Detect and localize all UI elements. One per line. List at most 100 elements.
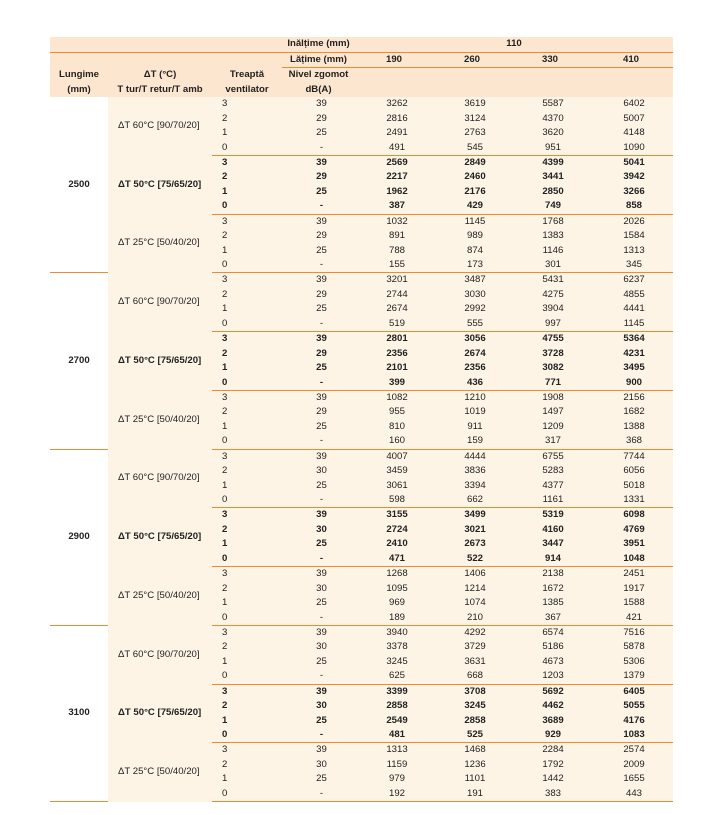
- power-410-cell: 3266: [589, 184, 674, 200]
- table-row: 2 29 2217 2460 3441 3942: [50, 170, 674, 185]
- fan-speed-cell: 3: [212, 742, 282, 758]
- power-260-cell: 668: [433, 669, 511, 685]
- power-410-cell: 7744: [589, 449, 674, 464]
- power-410-cell: 6056: [589, 463, 674, 479]
- power-190-cell: 3459: [355, 463, 433, 479]
- table-row: 2 30 3459 3836 5283 6056: [50, 463, 674, 479]
- power-330-cell: 997: [511, 316, 589, 332]
- power-410-cell: 368: [589, 434, 674, 450]
- power-260-cell: 2763: [433, 125, 511, 141]
- power-190-cell: 1082: [355, 390, 433, 406]
- noise-level-cell: 25: [282, 654, 355, 670]
- power-410-cell: 6402: [589, 97, 674, 112]
- delta-t-cell: ΔT 25°C [50/40/20]: [108, 390, 212, 449]
- fan-speed-cell: 0: [212, 199, 282, 215]
- fan-speed-cell: 0: [212, 434, 282, 450]
- power-260-cell: 1145: [433, 214, 511, 229]
- power-260-cell: 3499: [433, 507, 511, 523]
- noise-level-cell: -: [282, 669, 355, 685]
- power-260-cell: 210: [433, 610, 511, 626]
- table-row: 2500 ΔT 60°C [90/70/20] 3 39 3262 3619 5587 640…: [50, 97, 674, 274]
- fan-speed-cell: 2: [212, 698, 282, 714]
- power-330-cell: 914: [511, 551, 589, 567]
- power-410-cell: 5306: [589, 654, 674, 670]
- power-260-cell: 911: [433, 419, 511, 435]
- table-row: 1 25 3245 3631 4673 5306: [50, 654, 674, 670]
- table-row: ΔT 50°C [75/65/20] 3 39 2569 2849 4399 5041: [50, 155, 674, 214]
- fan-speed-cell: 2: [212, 346, 282, 361]
- noise-level-cell: 25: [282, 713, 355, 728]
- power-330-cell: 383: [511, 786, 589, 802]
- table-row: 0-387 429 749 858: [50, 199, 674, 215]
- power-330-cell: 749: [511, 199, 589, 215]
- fan-speed-cell: 3: [212, 331, 282, 347]
- noise-level-cell: 25: [282, 478, 355, 493]
- performance-table: Inălțime (mm) 110 Lățime (mm) 190 260 33…: [50, 37, 674, 803]
- power-190-cell: 598: [355, 492, 433, 509]
- noise-level-cell: -: [282, 257, 355, 274]
- fan-speed-cell: 3: [212, 566, 282, 582]
- table-row: 1 25 810 911 1209 1388: [50, 419, 674, 435]
- power-190-cell: 3245: [355, 654, 433, 670]
- fan-speed-cell: 1: [212, 772, 282, 787]
- power-330-cell: 5283: [511, 463, 589, 479]
- table-row: 2 30 2858 3245 4462 5055: [50, 698, 674, 714]
- power-260-cell: 3487: [433, 272, 511, 288]
- noise-header-unit: dB(A): [282, 82, 355, 97]
- length-header-unit: (mm): [50, 82, 108, 97]
- power-190-cell: 481: [355, 727, 433, 744]
- power-190-cell: 2858: [355, 698, 433, 714]
- noise-level-cell: -: [282, 492, 355, 509]
- power-410-cell: 443: [589, 786, 674, 802]
- table-row: ΔT 50°C [75/65/20] 3 39 3155 3499 5319 6098: [50, 507, 674, 567]
- power-410-cell: 2451: [589, 566, 674, 582]
- table-row: 2 30 2724 3021 4160 4769: [50, 522, 674, 538]
- fan-speed-cell: 3: [212, 214, 282, 229]
- power-190-cell: 1095: [355, 581, 433, 596]
- fan-speed-cell: 0: [212, 316, 282, 332]
- fan-speed-cell: 1: [212, 184, 282, 200]
- noise-level-cell: 25: [282, 537, 355, 552]
- fan-speed-cell: 2: [212, 463, 282, 479]
- header-row-labels-1: Lungime ΔT (°C) Treaptă Nivel zgomot: [50, 67, 674, 83]
- power-330-cell: 317: [511, 434, 589, 450]
- power-260-cell: 436: [433, 375, 511, 391]
- noise-level-cell: 39: [282, 272, 355, 288]
- power-190-cell: 3061: [355, 478, 433, 493]
- table-row: 1 25 2549 2858 3689 4176: [50, 713, 674, 728]
- noise-level-cell: -: [282, 375, 355, 391]
- power-410-cell: 7516: [589, 625, 674, 641]
- delta-t-cell: ΔT 50°C [75/65/20]: [108, 684, 212, 743]
- table-row: 2900 ΔT 60°C [90/70/20] 3 39 4007 4444 6755 774…: [50, 449, 674, 626]
- power-330-cell: 6755: [511, 449, 589, 464]
- table-row: ΔT 50°C [75/65/20] 3 39 3399 3708 5692 6405: [50, 684, 674, 743]
- table-row: 0-471 522 914 1048: [50, 551, 674, 567]
- length-cell: 3100: [50, 625, 108, 803]
- power-410-cell: 6237: [589, 272, 674, 288]
- power-260-cell: 191: [433, 786, 511, 802]
- power-410-cell: 5041: [589, 155, 674, 171]
- power-260-cell: 3394: [433, 478, 511, 493]
- width-190: 190: [355, 52, 433, 68]
- fan-speed-cell: 1: [212, 595, 282, 611]
- power-190-cell: 810: [355, 419, 433, 435]
- header-row-labels-2: (mm) T tur/T retur/T amb ventilator dB(A…: [50, 82, 674, 97]
- table-row: ΔT 25°C [50/40/20] 3 39 1082 1210 1908 2156: [50, 390, 674, 449]
- power-410-cell: 1145: [589, 316, 674, 332]
- table-row: 1 25 969 1074 1385 1588: [50, 595, 674, 611]
- fan-speed-cell: 2: [212, 757, 282, 773]
- length-cell: 2700: [50, 272, 108, 450]
- power-330-cell: 5692: [511, 684, 589, 699]
- power-330-cell: 4755: [511, 331, 589, 347]
- table-row: 3100 ΔT 60°C [90/70/20] 3 39 3940 4292 6574 751…: [50, 625, 674, 803]
- fan-speed-cell: 0: [212, 375, 282, 391]
- noise-level-cell: 39: [282, 742, 355, 758]
- noise-level-cell: -: [282, 786, 355, 802]
- power-190-cell: 399: [355, 375, 433, 391]
- power-410-cell: 5018: [589, 478, 674, 493]
- table-row: 2 29 2816 3124 4370 5007: [50, 111, 674, 126]
- power-190-cell: 3201: [355, 272, 433, 288]
- power-330-cell: 2138: [511, 566, 589, 582]
- power-190-cell: 2744: [355, 287, 433, 303]
- power-410-cell: 5878: [589, 640, 674, 655]
